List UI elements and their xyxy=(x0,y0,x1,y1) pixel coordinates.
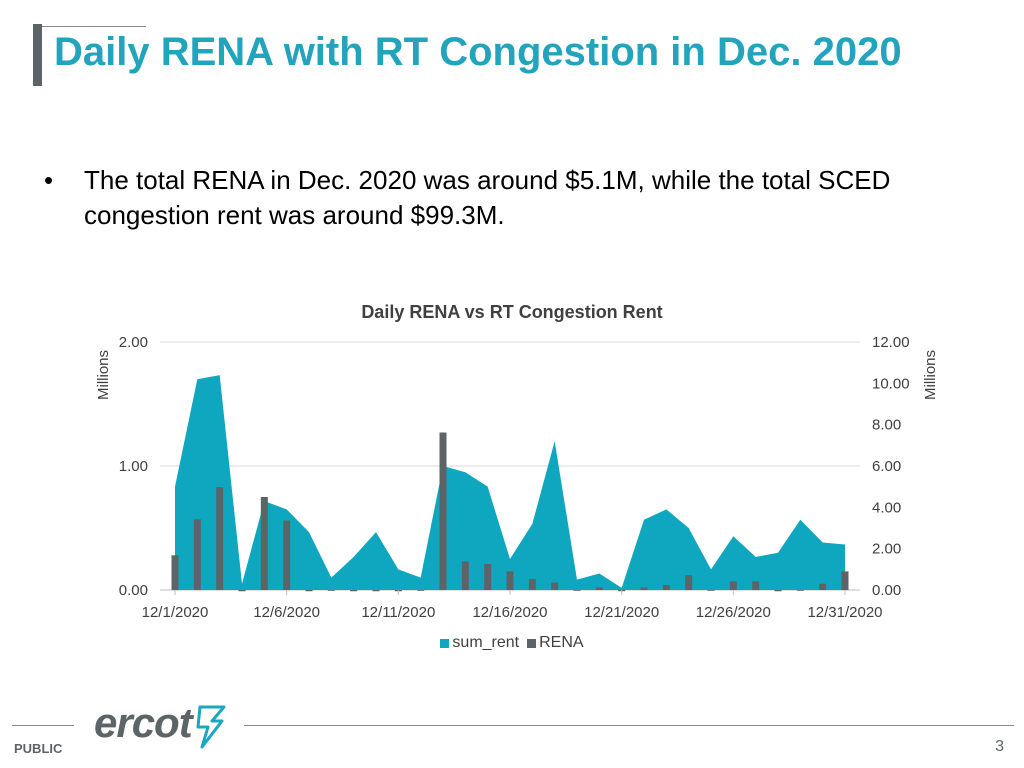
y-right-tick-label: 6.00 xyxy=(872,458,901,475)
bar-rena xyxy=(417,590,425,591)
y-left-tick-label: 0.00 xyxy=(119,582,148,599)
bar-rena xyxy=(707,590,715,591)
ercot-logo: ercot xyxy=(94,697,234,753)
x-tick-label: 12/16/2020 xyxy=(472,604,547,621)
bullet-icon: • xyxy=(44,165,54,195)
series-area-sum-rent xyxy=(175,375,845,590)
footer-divider-right xyxy=(244,725,1014,726)
page-title: Daily RENA with RT Congestion in Dec. 20… xyxy=(54,30,902,74)
bar-rena xyxy=(551,582,559,590)
bullet-text: The total RENA in Dec. 2020 was around $… xyxy=(84,165,891,230)
logo-wordmark: ercot xyxy=(94,699,193,746)
y-left-tick-label: 2.00 xyxy=(119,334,148,351)
x-tick-label: 12/11/2020 xyxy=(361,604,435,621)
y-left-tick-label: 1.00 xyxy=(119,458,148,475)
chart: 12/1/2020 12/6/2020 12/11/2020 12/16/2020 12… xyxy=(95,334,939,621)
x-tick-label: 12/21/2020 xyxy=(584,604,659,621)
footer-divider-left xyxy=(12,725,74,726)
legend-label-sum-rent: sum_rent xyxy=(452,634,520,651)
bar-rena xyxy=(573,590,581,591)
y-right-axis-label: Millions xyxy=(922,350,939,400)
title-accent-bar xyxy=(33,24,42,86)
bar-rena xyxy=(528,578,536,590)
y-right-tick-label: 4.00 xyxy=(872,499,901,516)
legend-item-sum-rent: sum_rent xyxy=(440,634,519,652)
title-rule xyxy=(36,26,146,27)
y-left-axis-label: Millions xyxy=(95,350,112,400)
bar-rena xyxy=(305,590,313,592)
bar-rena xyxy=(461,561,469,590)
y-right-tick-label: 8.00 xyxy=(872,417,901,434)
y-right-tick-label: 0.00 xyxy=(872,582,901,599)
bar-rena xyxy=(216,487,224,590)
y-right-tick-label: 10.00 xyxy=(872,375,910,392)
legend-swatch-rena xyxy=(527,638,537,648)
bar-rena xyxy=(752,581,760,590)
legend-item-rena: RENA xyxy=(527,634,584,652)
bar-rena xyxy=(662,585,670,590)
bar-rena xyxy=(595,587,603,590)
bar-rena xyxy=(796,590,804,591)
bar-rena xyxy=(841,571,849,590)
chart-title: Daily RENA vs RT Congestion Rent xyxy=(361,302,663,322)
legend-swatch-sum-rent xyxy=(440,638,450,648)
page-number: 3 xyxy=(995,738,1004,755)
bar-rena xyxy=(238,590,246,592)
y-right-tick-label: 12.00 xyxy=(872,334,910,351)
bar-rena xyxy=(819,583,827,590)
bar-rena xyxy=(640,587,648,590)
bar-rena xyxy=(484,563,492,590)
x-tick-label: 12/31/2020 xyxy=(807,604,882,621)
bar-rena xyxy=(774,590,782,592)
bar-rena xyxy=(350,590,358,592)
bar-rena xyxy=(372,590,380,592)
bar-rena xyxy=(283,520,291,590)
bar-rena xyxy=(193,519,201,590)
ercot-bolt-icon xyxy=(196,705,226,749)
bar-rena xyxy=(506,571,514,590)
x-tick-label: 12/1/2020 xyxy=(142,604,209,621)
chart-legend: sum_rent RENA xyxy=(0,634,1024,652)
classification-label: PUBLIC xyxy=(14,741,63,756)
x-tick-label: 12/26/2020 xyxy=(696,604,771,621)
bar-rena xyxy=(685,575,693,590)
bar-rena xyxy=(260,497,268,590)
bar-rena xyxy=(171,555,179,590)
bar-rena xyxy=(439,432,447,590)
legend-label-rena: RENA xyxy=(539,634,584,651)
bar-rena xyxy=(729,581,737,590)
y-right-tick-label: 2.00 xyxy=(872,541,901,558)
x-tick-label: 12/6/2020 xyxy=(253,604,320,621)
bar-rena xyxy=(327,590,335,591)
